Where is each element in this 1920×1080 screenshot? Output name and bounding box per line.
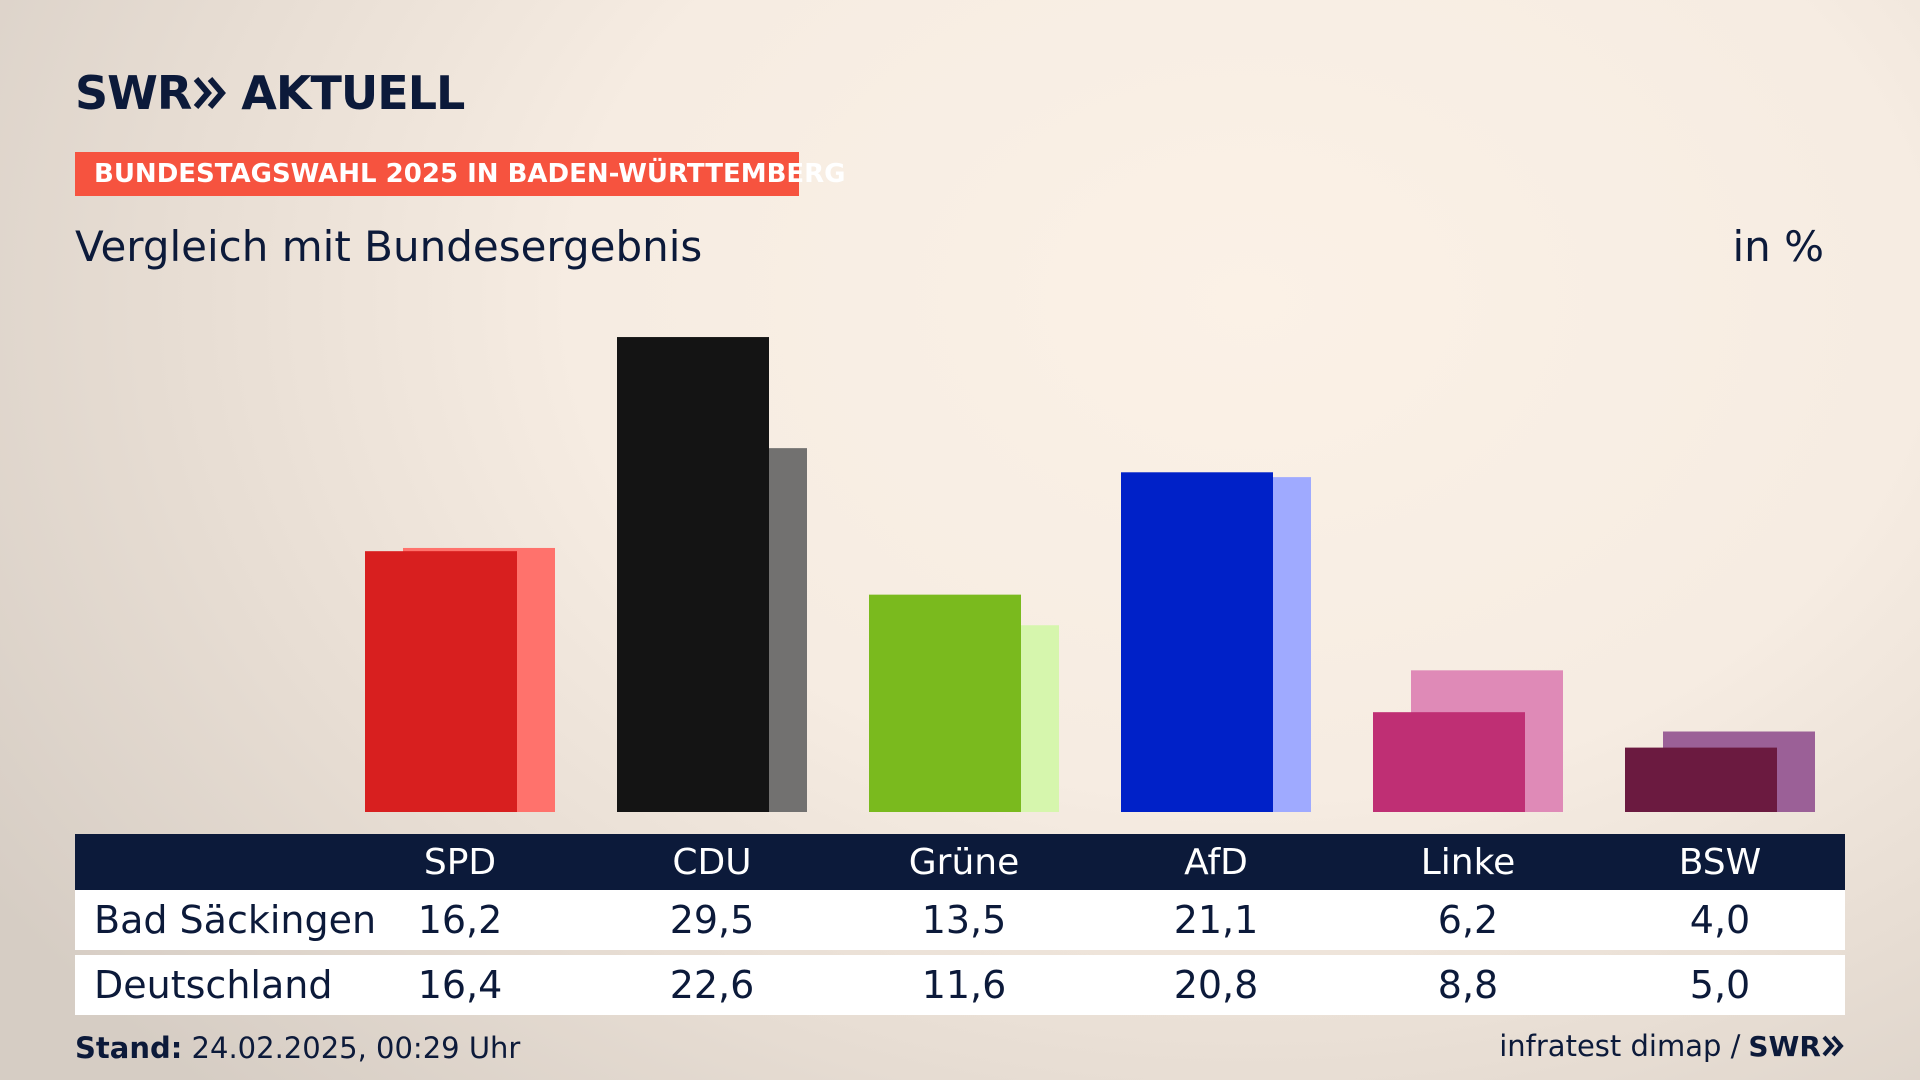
bar-chart (365, 337, 1815, 812)
logo-swr-text: SWR (75, 66, 192, 120)
bar-cdu-bad-saeckingen (617, 337, 769, 812)
table-row: Bad Säckingen 16,2 29,5 13,5 21,1 6,2 4,0 (75, 890, 1845, 950)
bar-afd-bad-saeckingen (1121, 472, 1273, 812)
value-bsw: 5,0 (1689, 963, 1751, 1007)
value-cdu: 29,5 (669, 898, 755, 942)
election-banner: BUNDESTAGSWAHL 2025 IN BADEN-WÜRTTEMBERG (75, 152, 846, 196)
header-cdu: CDU (672, 841, 752, 883)
header-linke: Linke (1420, 841, 1516, 883)
source-text: infratest dimap / (1499, 1029, 1741, 1063)
bar-gruene-bad-saeckingen (869, 594, 1021, 812)
bar-linke-bad-saeckingen (1373, 712, 1525, 812)
logo-aktuell-text: AKTUELL (241, 66, 465, 120)
row-label: Deutschland (94, 963, 333, 1007)
double-chevron-icon (194, 77, 227, 109)
value-bsw: 4,0 (1689, 898, 1751, 942)
value-linke: 8,8 (1437, 963, 1499, 1007)
value-afd: 21,1 (1173, 898, 1259, 942)
value-cdu: 22,6 (669, 963, 755, 1007)
value-gruene: 11,6 (921, 963, 1007, 1007)
results-table: SPD CDU Grüne AfD Linke BSW Bad Säckingen 16,… (75, 834, 1845, 1015)
table-header-row: SPD CDU Grüne AfD Linke BSW (75, 834, 1845, 890)
header-afd: AfD (1184, 841, 1248, 883)
chart-subtitle: Vergleich mit Bundesergebnis (75, 222, 703, 271)
value-gruene: 13,5 (921, 898, 1007, 942)
row-label: Bad Säckingen (94, 898, 377, 942)
small-double-chevron-icon (1822, 1035, 1844, 1057)
unit-label: in % (1732, 222, 1824, 271)
value-linke: 6,2 (1437, 898, 1499, 942)
source-credit: infratest dimap / SWR (1499, 1029, 1844, 1063)
value-spd: 16,4 (417, 963, 503, 1007)
swr-aktuell-logo: SWR AKTUELL (75, 66, 465, 120)
header-bsw: BSW (1678, 841, 1762, 883)
bar-bsw-bad-saeckingen (1625, 747, 1777, 812)
header-gruene: Grüne (908, 841, 1020, 883)
bar-spd-bad-saeckingen (365, 551, 517, 812)
stand-value: 24.02.2025, 00:29 Uhr (191, 1031, 521, 1065)
value-spd: 16,2 (417, 898, 503, 942)
value-afd: 20,8 (1173, 963, 1259, 1007)
table-row: Deutschland 16,4 22,6 11,6 20,8 8,8 5,0 (75, 955, 1845, 1015)
stand-label: Stand: (75, 1031, 183, 1065)
header-spd: SPD (423, 841, 497, 883)
timestamp: Stand: 24.02.2025, 00:29 Uhr (75, 1031, 520, 1065)
small-swr-logo: SWR (1748, 1029, 1821, 1063)
